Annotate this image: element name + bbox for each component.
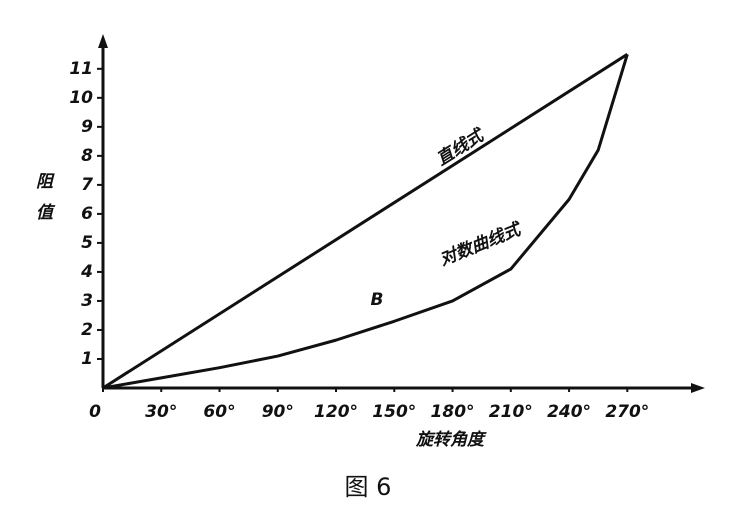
y-tick-label: 2 [81, 320, 93, 340]
x-tick-label: 30° [145, 402, 177, 422]
y-tick-label: 5 [81, 233, 93, 253]
x-axis-label: 旋转角度 [415, 430, 487, 450]
x-tick-label: 270° [605, 402, 649, 422]
y-axis-label: 阻值 [32, 172, 53, 234]
annotation: B [371, 290, 384, 310]
x-axis-arrow [691, 383, 705, 393]
y-tick-label: 9 [81, 117, 93, 137]
y-tick-label: 7 [81, 175, 93, 195]
caption: 图 6 [345, 473, 392, 501]
x-tick-label: 180° [431, 402, 475, 422]
x-tick-label: 0 [89, 402, 101, 422]
y-tick-label: 8 [81, 146, 93, 166]
x-tick-label: 240° [547, 402, 591, 422]
y-axis-arrow [98, 34, 108, 48]
x-tick-label: 150° [372, 402, 416, 422]
y-tick-label: 6 [81, 204, 93, 224]
line-series [102, 53, 629, 390]
y-tick-label: 10 [69, 88, 93, 108]
series-label: 对数曲线式 [437, 219, 526, 271]
y-tick-label: 3 [81, 291, 93, 311]
y-tick-label: 11 [69, 59, 93, 79]
x-tick-label: 120° [314, 402, 358, 422]
x-tick-label: 210° [489, 402, 533, 422]
y-tick-label: 4 [80, 262, 93, 282]
line-series [102, 53, 629, 390]
x-tick-label: 90° [262, 402, 294, 422]
y-tick-label: 1 [81, 349, 93, 369]
x-tick-label: 60° [203, 402, 235, 422]
